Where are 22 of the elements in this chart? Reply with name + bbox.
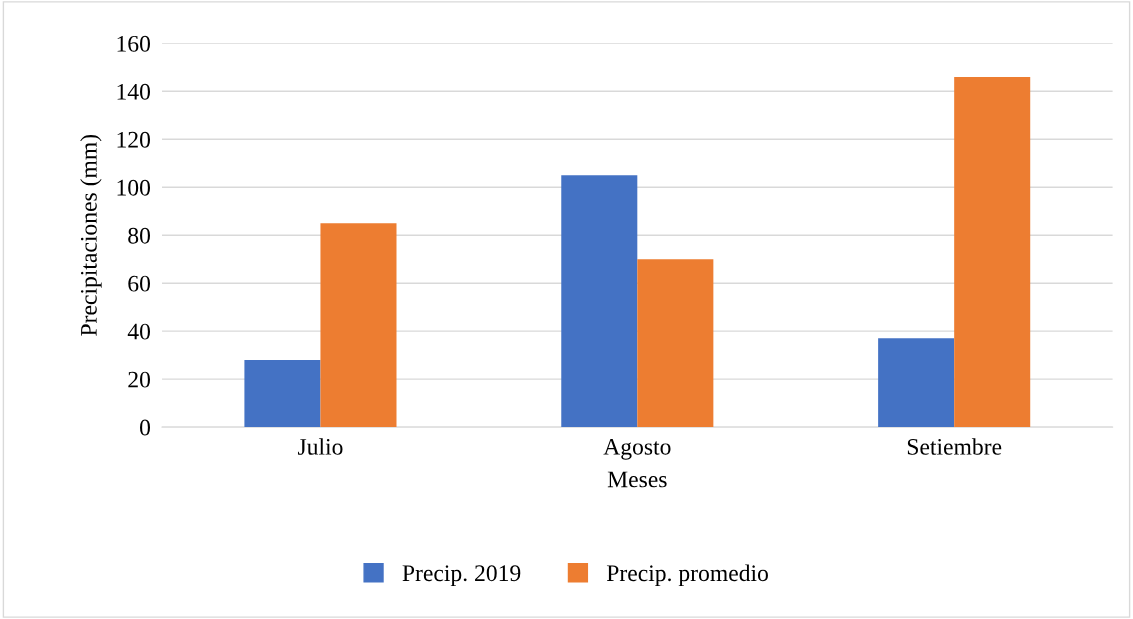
bar xyxy=(878,338,955,428)
legend-label: Precip. 2019 xyxy=(402,565,521,586)
bar xyxy=(320,223,397,428)
y-tick-label: 60 xyxy=(128,275,151,292)
y-tick-label: 160 xyxy=(117,35,151,52)
y-axis-title: Precipitaciones (mm) xyxy=(80,134,102,336)
x-tick-label: Julio xyxy=(297,438,343,455)
y-tick-label: 120 xyxy=(117,131,151,148)
y-tick-label: 0 xyxy=(140,419,151,436)
y-tick-label: 100 xyxy=(117,179,151,196)
legend-label: Precip. promedio xyxy=(606,564,768,586)
y-tick-label: 140 xyxy=(117,83,151,100)
x-tick-label: Setiembre xyxy=(907,438,1002,455)
y-tick-label: 80 xyxy=(128,227,151,244)
bar xyxy=(954,76,1031,428)
bar xyxy=(561,175,638,428)
bar xyxy=(637,259,714,428)
y-tick-label: 40 xyxy=(127,323,151,340)
x-tick-label: Agosto xyxy=(603,438,671,460)
y-tick-label: 20 xyxy=(128,371,151,388)
bar xyxy=(244,359,321,428)
x-axis-title: Meses xyxy=(607,471,667,488)
